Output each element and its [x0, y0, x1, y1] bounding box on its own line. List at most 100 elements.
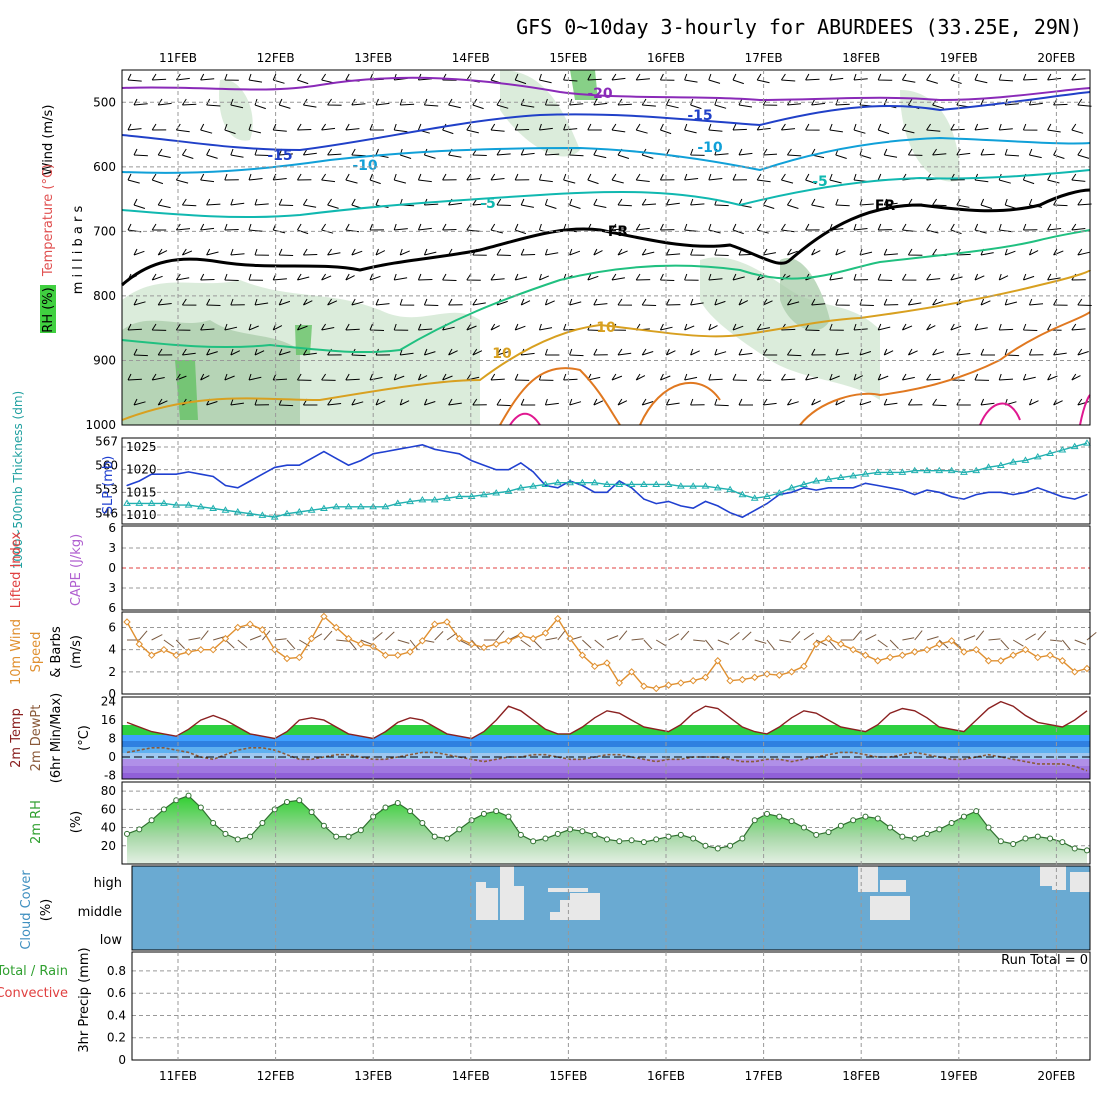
- slp-point: [827, 487, 830, 489]
- thickness-point: [160, 499, 168, 506]
- rh-point: [997, 838, 1004, 845]
- pressure-tick: 800: [93, 289, 116, 303]
- contour-label: -5: [812, 174, 828, 190]
- rh-point: [505, 813, 512, 820]
- wind-tick: 0: [108, 687, 116, 701]
- slp-point: [606, 491, 608, 493]
- rh-point: [911, 835, 918, 842]
- wind-speed-point: [455, 634, 464, 643]
- temperature-label: Temperature (°C): [41, 164, 56, 277]
- temp-tick: -8: [104, 768, 116, 782]
- minmax-label: (6hr Min/Max): [49, 693, 64, 783]
- slp-point: [1037, 487, 1039, 489]
- slp-point: [175, 473, 177, 475]
- wind-tick: 4: [108, 643, 116, 657]
- thickness-point: [910, 466, 919, 474]
- precip-unit: 3hr Precip (mm): [77, 947, 92, 1052]
- rh2m-label: 2m RH: [29, 800, 44, 844]
- rh-point: [173, 797, 180, 804]
- slp-point: [409, 446, 411, 448]
- wind-speed-point: [910, 648, 919, 656]
- temp-tick: 16: [101, 713, 116, 727]
- wind-speed-point: [997, 657, 1005, 665]
- thickness-point: [750, 494, 759, 501]
- thickness-point: [1033, 452, 1042, 460]
- rh-point: [296, 797, 303, 804]
- wind-speed-point: [701, 673, 710, 682]
- slp-tick: 1015: [126, 485, 157, 499]
- rh-point: [899, 833, 906, 840]
- day-label-bottom: 16FEB: [647, 1069, 685, 1083]
- slp-point: [458, 453, 460, 455]
- day-label-top: 13FEB: [354, 51, 392, 65]
- thickness-point: [270, 513, 279, 520]
- thickness-point: [196, 502, 205, 510]
- wind-speed-point: [246, 620, 254, 628]
- contour-label: -10: [352, 158, 378, 174]
- slp-point: [901, 489, 903, 491]
- wind-speed-point: [394, 651, 402, 659]
- slp-point: [618, 480, 620, 482]
- wind-speed-point: [1034, 653, 1042, 662]
- slp-point: [311, 457, 313, 459]
- wind-speed-point: [652, 684, 660, 693]
- wind-speed-point: [283, 654, 291, 663]
- slp-point: [926, 489, 928, 491]
- thickness-point: [295, 507, 304, 515]
- wind-speed-point: [1021, 645, 1030, 654]
- wind-speed-point: [295, 653, 304, 662]
- slp-point: [1049, 491, 1051, 493]
- wind10m-panel: 6 4 2 0: [108, 611, 1097, 701]
- cloud-level-label: middle: [78, 905, 122, 920]
- wind-speed-point: [430, 620, 439, 628]
- rh-point: [862, 813, 869, 820]
- rh-point: [764, 810, 770, 817]
- rh-tick: 20: [101, 839, 116, 853]
- wind-speed-point: [307, 634, 316, 643]
- thickness-point: [406, 497, 414, 505]
- thickness-point: [664, 480, 673, 487]
- slp-point: [643, 498, 645, 500]
- wind-speed-point: [554, 614, 562, 623]
- rh-point: [788, 818, 795, 825]
- pressure-tick: 700: [93, 224, 116, 238]
- rh-point: [419, 820, 426, 826]
- pressure-axis: 500 600 700 800 900 1000: [85, 95, 1090, 432]
- thickness-point: [344, 502, 353, 510]
- rh-point: [407, 808, 414, 815]
- cape-li-panel: 6 3 0 3 6: [108, 521, 1091, 615]
- slp-markers: [126, 444, 1088, 518]
- thickness-point: [972, 466, 981, 474]
- rh-point: [333, 833, 340, 840]
- slp-point: [471, 460, 473, 462]
- rh-point: [936, 826, 943, 833]
- top-day-labels: 11FEB 12FEB 13FEB 14FEB 15FEB 16FEB 17FEB 18FEB…: [159, 51, 1075, 65]
- precip-tick: 0.2: [107, 1031, 126, 1045]
- thickness-point: [356, 502, 365, 510]
- thickness-point: [480, 490, 488, 498]
- thickness-point: [443, 494, 451, 501]
- wind-speed-point: [123, 618, 131, 626]
- wind-speed-point: [750, 673, 759, 682]
- rh-point: [136, 826, 143, 833]
- rh-point: [284, 799, 290, 806]
- contour-label: -15: [687, 108, 712, 124]
- wind-speed-point: [320, 612, 328, 621]
- rh-point: [948, 820, 955, 826]
- li-tick: 3: [108, 541, 116, 555]
- temp-tick: 8: [108, 732, 116, 746]
- thickness-point: [898, 468, 907, 475]
- li-tick: 6: [108, 601, 116, 615]
- thickness-point: [332, 502, 341, 510]
- wind-speed-point: [714, 657, 722, 665]
- wind-speed-point: [923, 645, 931, 654]
- slp-point: [803, 487, 805, 489]
- temp-tick: 24: [101, 695, 116, 709]
- slp-point: [163, 473, 165, 475]
- slp-point: [963, 498, 965, 500]
- rh-point: [1047, 835, 1054, 842]
- thickness-point: [553, 478, 562, 486]
- rh-point: [924, 830, 930, 837]
- thickness-point: [960, 468, 968, 475]
